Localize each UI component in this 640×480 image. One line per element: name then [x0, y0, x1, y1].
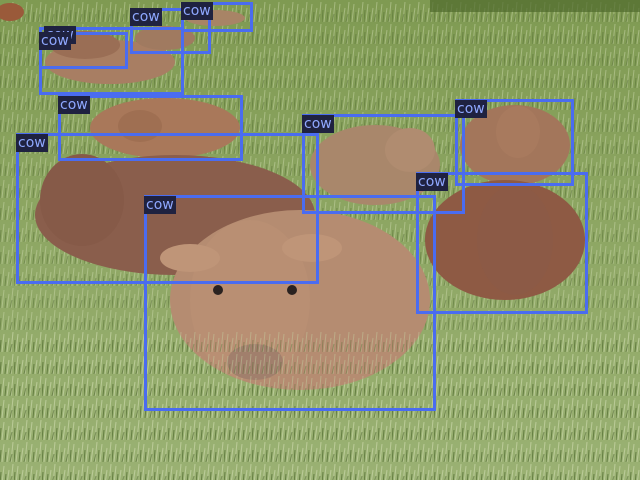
detection-label-5: cow: [58, 96, 90, 114]
detection-box-2: [39, 32, 128, 69]
detection-label-6: cow: [16, 134, 48, 152]
detection-label-2: cow: [39, 32, 71, 50]
detection-box-7: [302, 114, 465, 214]
detection-box-8: [455, 99, 574, 186]
detection-box-10: [144, 195, 436, 411]
detection-label-7: cow: [302, 115, 334, 133]
detection-box-6: [16, 133, 319, 284]
detection-box-5: [58, 95, 243, 161]
detection-label-3: cow: [130, 8, 162, 26]
detection-label-4: cow: [181, 2, 213, 20]
detection-label-8: cow: [455, 100, 487, 118]
detection-box-9: [416, 172, 588, 314]
detection-label-9: cow: [416, 173, 448, 191]
detection-label-10: cow: [144, 196, 176, 214]
